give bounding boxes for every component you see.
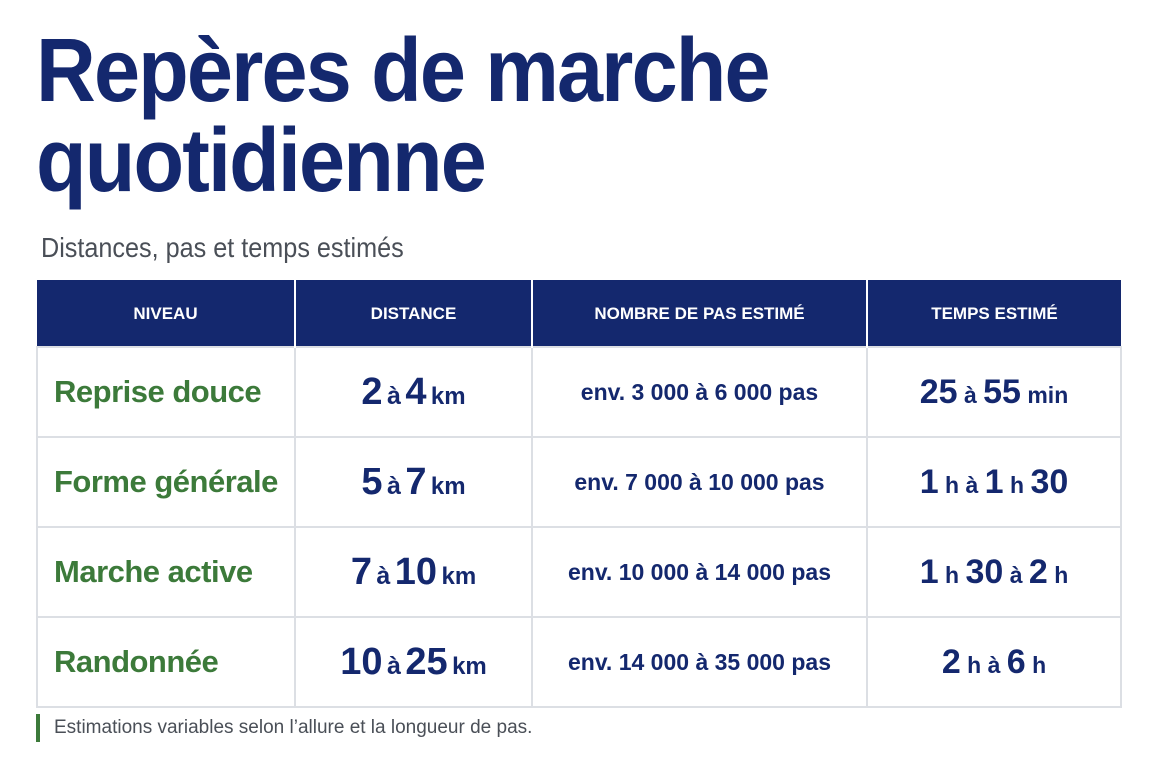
walking-benchmarks-table: NIVEAU DISTANCE NOMBRE DE PAS ESTIMÉ TEM…: [36, 280, 1122, 708]
time-cell: 25 à 55 min: [866, 346, 1122, 438]
distance-cell: 7 à 10 km: [294, 526, 533, 618]
table-row: Marche active 7 à 10 km env. 10 000 à 14 0…: [36, 526, 1122, 618]
distance-cell: 5 à 7 km: [294, 436, 533, 528]
time-segment: 30: [1030, 462, 1069, 501]
table-header-row: NIVEAU DISTANCE NOMBRE DE PAS ESTIMÉ TEM…: [37, 280, 1121, 347]
time-segment: 2: [941, 642, 961, 681]
page-subtitle: Distances, pas et temps estimés: [41, 232, 404, 263]
level-cell: Reprise douce: [36, 346, 296, 438]
time-segment: 1: [919, 552, 939, 591]
distance-unit: km: [441, 562, 477, 590]
time-cell: 2 h à 6 h: [866, 616, 1122, 708]
time-cell: 1 h à 1 h 30: [866, 436, 1122, 528]
time-segment: à: [957, 381, 984, 408]
steps-cell: env. 14 000 à 35 000 pas: [531, 616, 868, 708]
distance-cell: 10 à 25 km: [294, 616, 533, 708]
table-row: Reprise douce 2 à 4 km env. 3 000 à 6 000 …: [36, 346, 1122, 438]
time-cell: 1 h 30 à 2 h: [866, 526, 1122, 618]
time-segment: h à: [960, 651, 1007, 678]
distance-min: 2: [361, 370, 383, 413]
time-segment: 1: [919, 462, 939, 501]
distance-max: 7: [405, 460, 427, 503]
time-segment: 25: [919, 372, 958, 411]
time-segment: 55: [983, 372, 1021, 411]
page-title: Repères de marche quotidienne: [36, 21, 771, 211]
time-segment: h: [1047, 561, 1069, 588]
time-segment: h: [1025, 651, 1047, 678]
steps-cell: env. 7 000 à 10 000 pas: [531, 436, 868, 528]
time-segment: h à: [938, 471, 985, 498]
distance-connector: à: [386, 381, 401, 410]
time-segment: h: [1003, 471, 1031, 498]
footnote: Estimations variables selon l’allure et …: [36, 714, 532, 742]
distance-min: 7: [350, 550, 372, 593]
header-steps: NOMBRE DE PAS ESTIMÉ: [531, 280, 867, 347]
table-row: Randonnée 10 à 25 km env. 14 000 à 35 000 …: [36, 616, 1122, 708]
distance-max: 4: [405, 370, 427, 413]
table-body: Reprise douce 2 à 4 km env. 3 000 à 6 000 …: [36, 346, 1122, 708]
time-segment: 1: [984, 462, 1004, 501]
time-segment: 30: [965, 552, 1004, 591]
time-segment: min: [1020, 381, 1069, 408]
distance-max: 10: [394, 550, 438, 593]
time-segment: 6: [1006, 642, 1026, 681]
distance-connector: à: [376, 561, 391, 590]
level-cell: Randonnée: [36, 616, 296, 708]
distance-unit: km: [430, 472, 466, 500]
time-segment: 2: [1028, 552, 1048, 591]
time-segment: h: [938, 561, 966, 588]
distance-connector: à: [386, 651, 401, 680]
distance-min: 10: [340, 640, 383, 683]
level-cell: Marche active: [36, 526, 296, 618]
header-level: NIVEAU: [37, 280, 295, 347]
distance-min: 5: [361, 460, 383, 503]
distance-unit: km: [430, 382, 466, 410]
header-time: TEMPS ESTIMÉ: [866, 280, 1121, 347]
time-segment: à: [1003, 561, 1029, 588]
header-distance: DISTANCE: [294, 280, 532, 347]
distance-unit: km: [452, 652, 487, 680]
steps-cell: env. 3 000 à 6 000 pas: [531, 346, 868, 438]
steps-cell: env. 10 000 à 14 000 pas: [531, 526, 868, 618]
level-cell: Forme générale: [36, 436, 296, 528]
distance-max: 25: [405, 640, 448, 683]
distance-cell: 2 à 4 km: [294, 346, 533, 438]
table-row: Forme générale 5 à 7 km env. 7 000 à 10 00…: [36, 436, 1122, 528]
distance-connector: à: [386, 471, 401, 500]
